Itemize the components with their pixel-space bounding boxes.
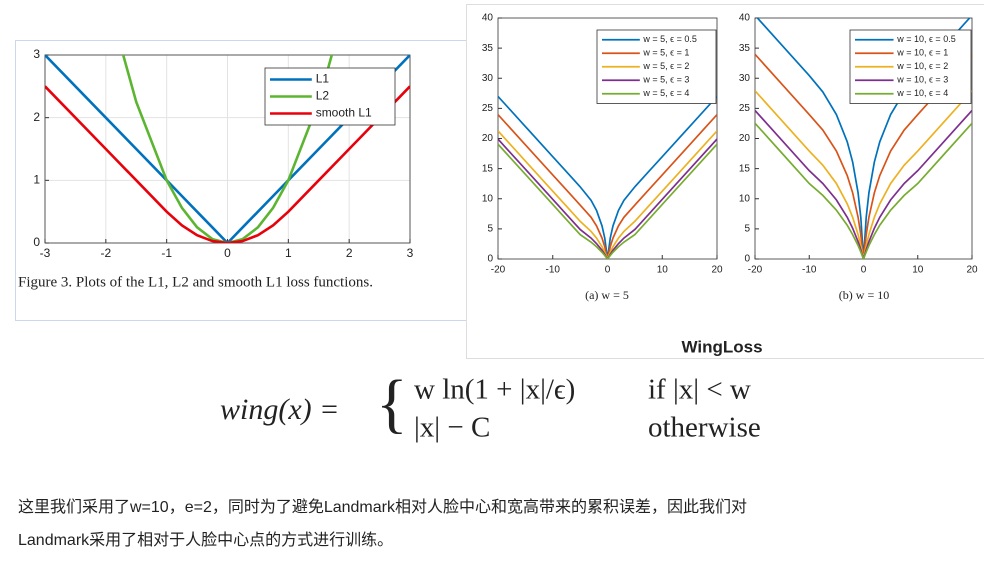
y-tick-label: 35: [482, 43, 494, 54]
legend-label: w = 5, ϵ = 2: [642, 61, 689, 71]
figure-caption: Figure 3. Plots of the L1, L2 and smooth…: [18, 274, 373, 290]
y-tick-label: 20: [739, 133, 751, 144]
y-tick-label: 10: [482, 193, 494, 204]
y-tick-label: 40: [739, 13, 751, 24]
x-tick-label: 3: [407, 246, 414, 260]
figure-caption: (b) w = 10: [839, 288, 889, 302]
series-line: [498, 143, 717, 259]
series-line: [45, 85, 410, 243]
chart: 0 1 2 3 -3 -2 -1 0 1 2 3 L1 L2 smooth L1 Figure 3. Plo…: [18, 47, 414, 290]
legend-label: w = 10, ϵ = 1: [896, 48, 948, 58]
series-line: [498, 114, 717, 259]
x-tick-label: -10: [802, 265, 817, 276]
y-tick-label: 0: [33, 235, 40, 249]
chart: 0 5 10 15 20 25 30 35 40 -20 -10 0 10 20 w = 5, ϵ = 0.…: [482, 13, 723, 302]
legend-label: w = 5, ϵ = 1: [642, 48, 689, 58]
paragraph-line: 这里我们采用了w=10，e=2，同时为了避免Landmark相对人脸中心和宽高带…: [18, 498, 747, 516]
formula-lhs: wing(x) =: [220, 393, 339, 426]
formula-case: w ln(1 + |x|/ϵ): [414, 374, 575, 406]
x-tick-label: 20: [711, 265, 723, 276]
x-tick-label: -10: [546, 265, 561, 276]
y-tick-label: 25: [482, 103, 494, 114]
legend-label: L2: [316, 89, 330, 103]
x-tick-label: -20: [491, 265, 506, 276]
series-line: [755, 90, 972, 259]
legend-label: w = 10, ϵ = 4: [896, 88, 948, 98]
formula: wing(x) = { w ln(1 + |x|/ϵ) if |x| < w |…: [220, 367, 761, 444]
formula-condition: otherwise: [648, 412, 761, 444]
y-tick-label: 2: [33, 110, 40, 124]
y-tick-label: 30: [482, 73, 494, 84]
series-line: [498, 95, 717, 259]
x-tick-label: -1: [161, 246, 172, 260]
y-tick-label: 0: [744, 254, 750, 265]
paragraph-line: Landmark采用了相对于人脸中心点的方式进行训练。: [18, 531, 393, 549]
x-tick-label: 0: [861, 265, 867, 276]
legend-label: w = 10, ϵ = 2: [896, 61, 948, 71]
x-tick-label: 1: [285, 246, 292, 260]
y-tick-label: 10: [739, 193, 751, 204]
x-tick-label: 0: [224, 246, 231, 260]
x-tick-label: -3: [40, 246, 51, 260]
x-tick-label: 0: [605, 265, 611, 276]
series-line: [755, 122, 972, 259]
legend-label: w = 10, ϵ = 3: [896, 75, 948, 85]
formula-brace: {: [376, 367, 408, 440]
series-line: [498, 138, 717, 259]
legend-label: w = 5, ϵ = 0.5: [642, 34, 697, 44]
legend-label: w = 5, ϵ = 4: [642, 88, 689, 98]
series-line: [498, 130, 717, 259]
x-tick-label: 2: [346, 246, 353, 260]
series-line: [755, 53, 972, 259]
y-tick-label: 5: [744, 224, 750, 235]
formula-condition: if |x| < w: [648, 374, 751, 406]
x-tick-label: 20: [966, 265, 978, 276]
x-tick-label: 10: [912, 265, 924, 276]
legend-label: w = 5, ϵ = 3: [642, 75, 689, 85]
series-line: [45, 55, 410, 243]
y-tick-label: 15: [482, 163, 494, 174]
legend-label: smooth L1: [316, 106, 372, 120]
formula-case: |x| − C: [414, 412, 490, 444]
y-tick-label: 5: [487, 224, 493, 235]
legend-label: L1: [316, 72, 330, 86]
y-tick-label: 15: [739, 163, 751, 174]
x-tick-label: -20: [748, 265, 763, 276]
y-tick-label: 40: [482, 13, 494, 24]
y-tick-label: 30: [739, 73, 751, 84]
y-tick-label: 20: [482, 133, 494, 144]
x-tick-label: -2: [100, 246, 111, 260]
legend-label: w = 10, ϵ = 0.5: [896, 34, 956, 44]
figure-caption: (a) w = 5: [585, 288, 629, 302]
series-line: [121, 55, 334, 243]
y-tick-label: 35: [739, 43, 751, 54]
figure-title: WingLoss: [681, 337, 762, 356]
chart: 0 5 10 15 20 25 30 35 40 -20 -10 0 10 20 w = 10, ϵ = 0…: [739, 13, 978, 302]
y-tick-label: 1: [33, 173, 40, 187]
y-tick-label: 3: [33, 47, 40, 61]
x-tick-label: 10: [657, 265, 669, 276]
y-tick-label: 25: [739, 103, 751, 114]
y-tick-label: 0: [487, 254, 493, 265]
series-line: [755, 109, 972, 259]
